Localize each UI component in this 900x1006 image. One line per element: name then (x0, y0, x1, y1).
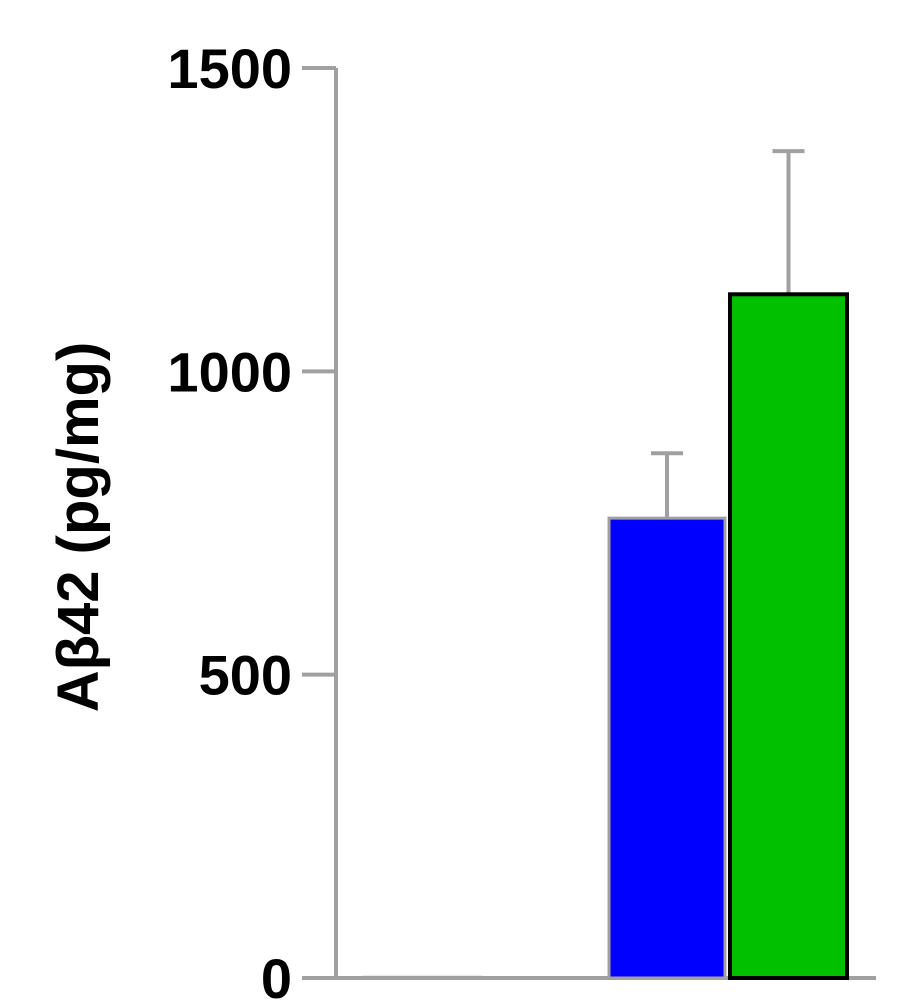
bar-1 (607, 516, 727, 980)
y-axis-ticks: 0 500 1000 1500 (167, 37, 336, 1006)
y-axis-title: Aβ42 (pg/mg) (46, 342, 111, 713)
y-tick-label-2: 1000 (167, 340, 292, 403)
bar-2 (728, 292, 849, 980)
bars-group (363, 149, 849, 980)
y-tick-label-3: 1500 (167, 37, 292, 100)
y-tick-label-0: 0 (261, 947, 292, 1006)
y-tick-label-1: 500 (199, 644, 292, 707)
bar-0 (363, 975, 483, 980)
